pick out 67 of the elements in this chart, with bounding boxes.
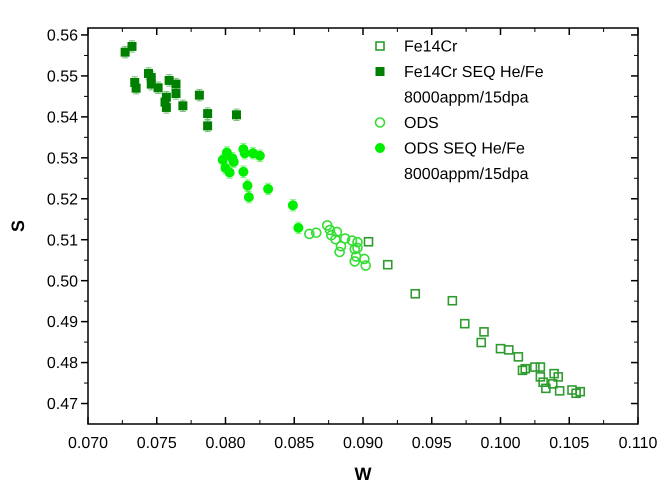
y-tick-label: 0.56 xyxy=(46,28,78,45)
point xyxy=(310,227,322,238)
legend-label: ODS SEQ He/Fe 8000appm/15dpa xyxy=(404,140,529,184)
x-tick-label: 0.090 xyxy=(342,435,384,452)
point xyxy=(448,296,458,306)
point xyxy=(322,220,333,231)
point xyxy=(340,233,350,244)
point xyxy=(382,260,393,270)
point xyxy=(360,260,372,271)
point xyxy=(520,364,530,374)
point xyxy=(571,388,581,398)
y-tick-label: 0.55 xyxy=(46,68,78,86)
point xyxy=(514,352,524,362)
point xyxy=(359,254,370,264)
point xyxy=(476,338,486,348)
point xyxy=(504,345,514,355)
point xyxy=(410,288,420,299)
point xyxy=(349,244,360,254)
point xyxy=(334,246,345,258)
point xyxy=(352,236,363,248)
point xyxy=(530,362,540,372)
x-axis-title: W xyxy=(354,464,372,484)
point xyxy=(349,256,360,267)
legend-label: ODS xyxy=(404,115,439,132)
x-tick-label: 0.110 xyxy=(618,435,658,452)
x-tick-label: 0.105 xyxy=(549,435,590,452)
point xyxy=(304,228,315,240)
x-tick-label: 0.070 xyxy=(68,435,108,452)
point xyxy=(352,242,363,254)
point xyxy=(536,362,546,372)
x-tick-label: 0.085 xyxy=(274,435,314,452)
point xyxy=(330,234,341,245)
point xyxy=(496,344,506,354)
y-tick-label: 0.50 xyxy=(46,273,78,290)
y-tick-label: 0.47 xyxy=(46,396,78,414)
y-axis-title: S xyxy=(8,220,28,232)
y-tick-label: 0.49 xyxy=(46,314,78,332)
point xyxy=(350,251,362,262)
legend-label: Fe14Cr SEQ He/Fe 8000appm/15dpa xyxy=(404,64,544,107)
point xyxy=(536,372,546,382)
point xyxy=(518,366,528,376)
x-tick-label: 0.075 xyxy=(136,435,177,452)
point xyxy=(548,379,558,389)
point xyxy=(538,377,548,388)
y-tick-label: 0.54 xyxy=(46,109,78,126)
point xyxy=(479,327,489,337)
point xyxy=(336,240,346,252)
y-tick-label: 0.51 xyxy=(46,232,78,250)
point xyxy=(324,224,336,236)
point xyxy=(364,236,374,247)
point xyxy=(553,372,564,382)
x-tick-label: 0.095 xyxy=(412,435,452,452)
legend-label: Fe14Cr xyxy=(404,38,458,56)
point xyxy=(326,230,337,241)
point xyxy=(554,386,564,396)
y-tick-label: 0.48 xyxy=(46,355,78,372)
y-tick-label: 0.53 xyxy=(46,150,78,168)
point xyxy=(332,226,342,238)
point xyxy=(460,318,470,328)
point xyxy=(549,368,559,378)
point xyxy=(567,385,577,395)
x-tick-label: 0.080 xyxy=(205,435,246,452)
x-tick-label: 0.100 xyxy=(480,435,521,452)
point xyxy=(575,386,586,396)
y-tick-label: 0.52 xyxy=(46,191,78,208)
point xyxy=(346,235,358,246)
point xyxy=(541,384,551,394)
